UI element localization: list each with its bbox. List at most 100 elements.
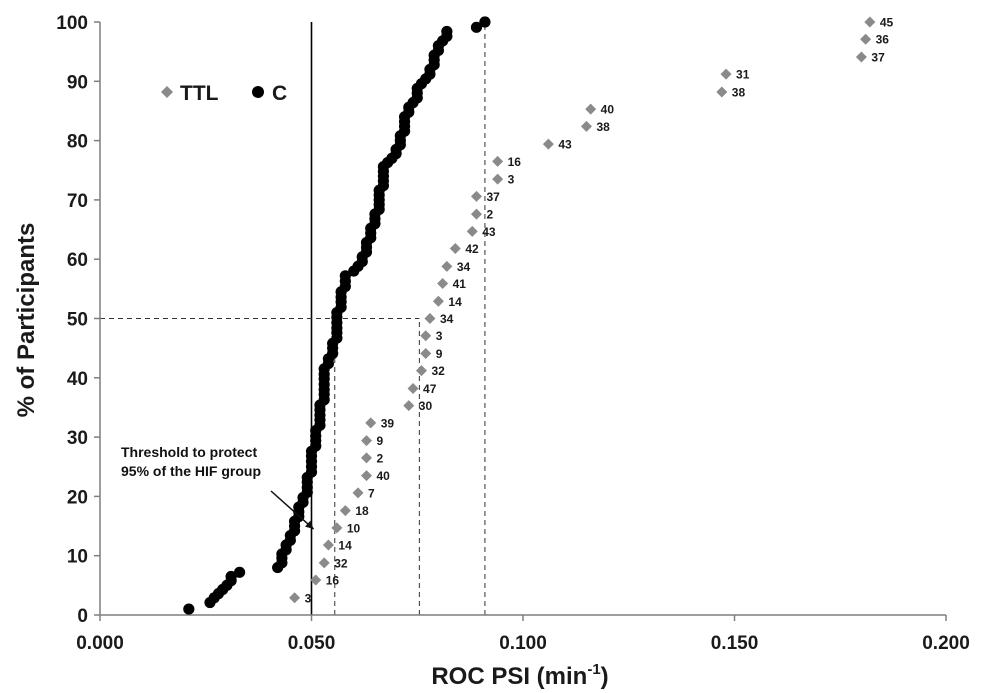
x-tick-label: 0.200 [922,633,970,654]
ttl-point [403,400,415,412]
ttl-point-label: 18 [355,504,369,518]
ttl-point-label: 38 [596,120,610,134]
ttl-point [339,505,351,517]
ttl-point [492,173,504,185]
ttl-point [360,470,372,482]
y-tick-label: 80 [67,132,88,153]
ttl-point [365,417,377,429]
ttl-point [492,155,504,167]
y-tick-label: 30 [67,428,88,449]
ttl-point [360,452,372,464]
ttl-point-label: 3 [436,329,443,343]
annotation-arrow [270,490,315,530]
ttl-point-label: 7 [368,486,375,500]
ttl-point-label: 32 [431,364,445,378]
ttl-point-label: 9 [436,347,443,361]
ttl-point [466,225,478,237]
legend-c-marker [252,86,264,98]
ttl-point [720,68,732,80]
ttl-point-label: 40 [376,469,390,483]
y-tick-label: 50 [67,310,88,331]
ttl-point [352,487,364,499]
c-point [183,603,195,615]
legend-c-label: C [272,82,287,105]
legend-ttl-label: TTL [180,82,219,105]
annotation-line-1: Threshold to protect [121,444,257,460]
legend-ttl-marker [161,86,173,98]
ttl-point [318,557,330,569]
x-tick-label: 0.000 [76,633,124,654]
ttl-point-label: 43 [482,225,496,239]
y-tick-label: 0 [77,606,88,627]
ttl-point [470,190,482,202]
ttl-point [407,382,419,394]
ttl-point-label: 32 [334,556,348,570]
ttl-point-label: 30 [419,399,433,413]
c-point [339,270,351,282]
ttl-point [415,365,427,377]
ttl-point-label: 41 [453,277,467,291]
c-point [233,566,246,578]
threshold-annotation: Threshold to protect 95% of the HIF grou… [121,444,315,530]
x-tick-label: 0.100 [499,633,547,654]
ttl-point-label: 42 [465,242,479,256]
y-tick-label: 70 [67,191,88,212]
ttl-point [542,138,554,150]
ttl-point [420,330,432,342]
ttl-point-label: 34 [440,312,454,326]
ttl-point-label: 36 [876,33,890,47]
ttl-point-label: 37 [871,50,885,64]
series-ttl-points [289,16,876,604]
x-tick-label: 0.150 [711,633,759,654]
y-axis-title: % of Participants [13,223,40,418]
y-axis-ticks: 0 10 20 30 40 50 60 70 80 90 100 [56,13,100,627]
y-tick-label: 60 [67,250,88,271]
series-c-points [183,16,491,615]
ttl-point [322,539,334,551]
ttl-point-label: 40 [601,103,615,117]
ttl-point-label: 45 [880,16,894,30]
c-point [441,25,453,38]
ttl-point-label: 2 [486,208,493,222]
ttl-point-label: 34 [457,260,471,274]
c-point [479,16,491,28]
ttl-point-label: 10 [347,521,361,535]
y-tick-label: 10 [67,547,88,568]
x-axis-title: ROC PSI (min-1) [431,661,608,690]
ttl-point [420,347,432,359]
ttl-point [437,278,449,290]
y-tick-label: 40 [67,369,88,390]
ttl-point [716,86,728,98]
ttl-point-label: 14 [448,295,462,309]
ttl-point [860,33,872,45]
ttl-point-label: 39 [381,416,395,430]
ttl-point [855,51,867,63]
ttl-point [424,313,436,324]
ttl-point-label: 3 [305,591,312,605]
ttl-point-label: 16 [508,155,522,169]
ttl-point-label: 38 [732,85,746,99]
y-tick-label: 20 [67,487,88,508]
ttl-point-label: 16 [326,574,340,588]
ttl-point-label: 31 [736,68,750,82]
y-tick-label: 100 [56,13,88,34]
ttl-point [310,574,322,586]
ttl-point [864,16,876,28]
ttl-point-label: 14 [338,539,352,553]
ttl-point [432,295,444,307]
c-point [225,570,237,583]
ttl-point-label: 43 [558,138,572,152]
ttl-point [580,120,592,132]
ttl-point [470,208,482,220]
ttl-point [360,435,372,447]
series-ttl-point-labels: 3163214101874029393047329334144134424323… [305,16,894,606]
ttl-point [585,103,597,115]
ttl-point [441,260,453,272]
legend: TTL C [161,82,287,105]
x-tick-label: 0.050 [288,633,336,654]
ttl-point-label: 47 [423,382,437,396]
ttl-point [331,522,343,534]
ttl-point-label: 2 [376,451,383,465]
ttl-point [449,243,461,255]
